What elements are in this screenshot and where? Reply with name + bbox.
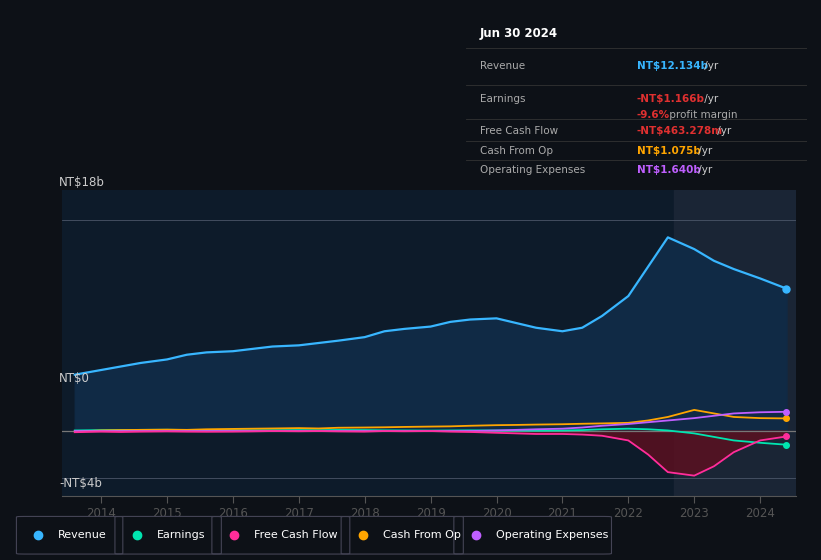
Text: profit margin: profit margin — [666, 110, 737, 120]
Text: /yr: /yr — [714, 126, 732, 136]
Text: Revenue: Revenue — [480, 60, 525, 71]
Text: -NT$4b: -NT$4b — [59, 477, 102, 490]
Text: /yr: /yr — [701, 60, 718, 71]
Text: NT$0: NT$0 — [59, 371, 90, 385]
Text: /yr: /yr — [695, 165, 712, 175]
Text: Earnings: Earnings — [157, 530, 205, 540]
Text: /yr: /yr — [701, 95, 718, 104]
Text: Revenue: Revenue — [58, 530, 107, 540]
Text: Operating Expenses: Operating Expenses — [496, 530, 608, 540]
Text: Operating Expenses: Operating Expenses — [480, 165, 585, 175]
Text: -NT$1.166b: -NT$1.166b — [637, 95, 704, 104]
Text: NT$12.134b: NT$12.134b — [637, 60, 708, 71]
Text: Earnings: Earnings — [480, 95, 525, 104]
Text: NT$1.640b: NT$1.640b — [637, 165, 700, 175]
Text: Cash From Op: Cash From Op — [480, 146, 553, 156]
Text: -NT$463.278m: -NT$463.278m — [637, 126, 722, 136]
Text: Free Cash Flow: Free Cash Flow — [254, 530, 337, 540]
Text: Cash From Op: Cash From Op — [383, 530, 461, 540]
Text: Jun 30 2024: Jun 30 2024 — [480, 27, 558, 40]
Bar — [675, 190, 796, 496]
Text: -9.6%: -9.6% — [637, 110, 670, 120]
Text: NT$18b: NT$18b — [59, 176, 105, 189]
Text: NT$1.075b: NT$1.075b — [637, 146, 700, 156]
Text: Free Cash Flow: Free Cash Flow — [480, 126, 558, 136]
Text: /yr: /yr — [695, 146, 712, 156]
